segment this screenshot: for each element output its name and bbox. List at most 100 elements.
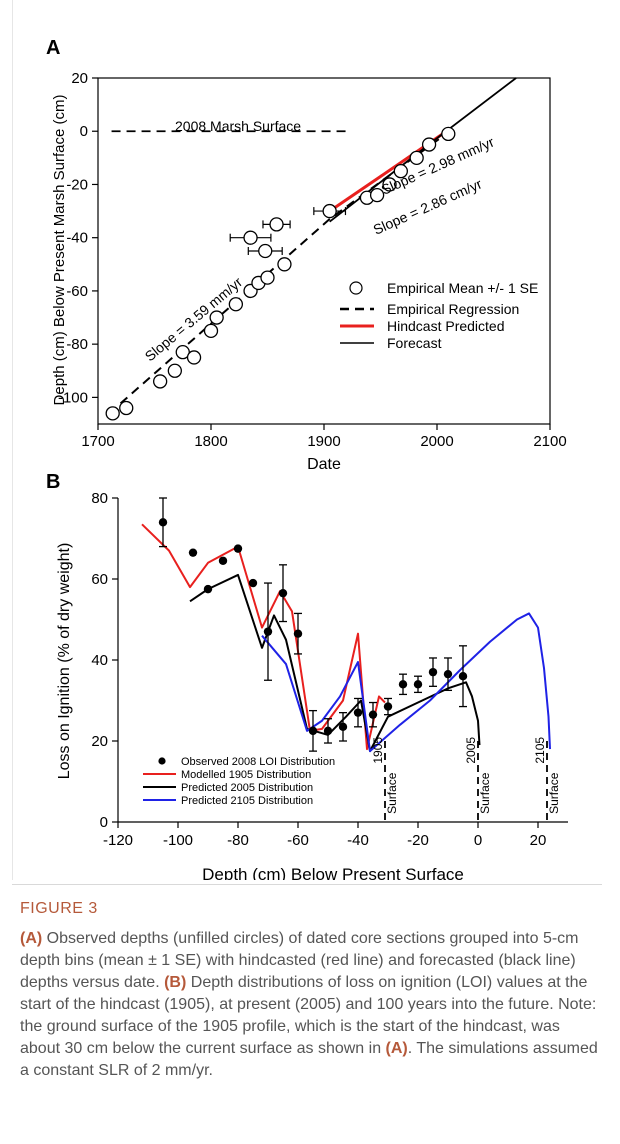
a-ytick-label: -80 <box>66 336 88 353</box>
panel-a-xlabel: Date <box>307 456 341 473</box>
a-xtick-label: 1800 <box>194 433 227 450</box>
panel-b-legend: Observed 2008 LOI Distribution Modelled … <box>143 756 335 807</box>
empirical-mean-point <box>277 257 292 272</box>
observed-loi-point <box>248 578 258 588</box>
figure-left-frame <box>12 0 13 880</box>
panel-b-label: B <box>46 471 60 493</box>
legend-label-1905: Modelled 1905 Distribution <box>181 769 311 781</box>
observed-loi-point <box>293 629 303 638</box>
observed-loi-point <box>368 710 378 719</box>
observed-loi-point <box>443 669 453 679</box>
empirical-mean-point <box>322 203 337 219</box>
caption-ref-b: (B) <box>164 974 187 991</box>
panel-a-legend: Empirical Mean +/- 1 SE Empirical Regres… <box>340 280 538 351</box>
observed-loi-point <box>188 548 198 557</box>
b-xtick-label: 0 <box>474 832 482 849</box>
surface-marker-word: Surface <box>547 772 561 814</box>
observed-loi-point <box>263 627 273 636</box>
empirical-mean-point <box>409 150 424 165</box>
empirical-mean-point <box>269 217 284 232</box>
empirical-mean-point <box>258 243 273 259</box>
a-ytick-label: -20 <box>66 176 88 193</box>
caption-text-b: Depth distributions of loss on ignition … <box>20 974 597 1057</box>
observed-loi-point <box>353 708 363 717</box>
panel-a-label: A <box>46 37 60 59</box>
empirical-mean-point <box>228 297 244 312</box>
a-ytick-label: 20 <box>71 70 88 87</box>
observed-loi-point <box>233 544 243 553</box>
empirical-mean-point <box>167 363 182 378</box>
b-ytick-label: 0 <box>100 814 108 831</box>
b-xtick-label: -60 <box>287 832 309 849</box>
a-ytick-label: 0 <box>80 123 88 140</box>
b-ytick-label: 20 <box>91 733 108 750</box>
b-ytick-label: 80 <box>91 490 108 507</box>
observed-loi-point <box>308 726 318 736</box>
panel-a-points <box>105 126 456 421</box>
empirical-mean-point <box>186 350 202 365</box>
a-ytick-label: -100 <box>58 389 88 406</box>
empirical-mean-point <box>421 137 437 152</box>
figure-canvas: A 1700 1800 1900 2000 2100-100-80-60-40-2002… <box>46 37 568 880</box>
a-ytick-label: -40 <box>66 230 88 247</box>
b-xtick-label: -40 <box>347 832 369 849</box>
empirical-mean-point <box>243 230 258 245</box>
empirical-mean-point <box>369 187 385 203</box>
empirical-mean-point <box>260 270 275 285</box>
observed-loi-point <box>458 672 468 681</box>
caption-divider <box>12 884 602 885</box>
panel-a-lines <box>108 77 517 415</box>
a-xtick-label: 1700 <box>81 433 114 450</box>
series-hindcast-predicted <box>328 132 444 213</box>
empirical-mean-point <box>382 177 397 192</box>
observed-loi-point <box>323 726 333 736</box>
empirical-mean-point <box>119 400 134 416</box>
caption-label: FIGURE 3 <box>20 900 98 917</box>
observed-loi-point <box>398 680 408 689</box>
caption-text-a: Observed depths (unfilled circles) of da… <box>20 930 579 991</box>
b-xtick-label: -100 <box>163 832 193 849</box>
panel-b-points <box>158 497 468 752</box>
panel-b-lines <box>141 523 551 753</box>
observed-loi-point <box>338 722 348 732</box>
empirical-mean-point <box>175 344 190 360</box>
surface-marker-word: Surface <box>478 772 492 814</box>
observed-loi-point <box>428 667 438 677</box>
b-xtick-label: -120 <box>103 832 133 849</box>
series-predicted-2005 <box>189 573 481 753</box>
observed-loi-point <box>218 556 228 565</box>
legend-label-2105: Predicted 2105 Distribution <box>181 795 313 807</box>
observed-loi-point <box>413 680 423 689</box>
caption-ref-a2: (A) <box>385 1040 408 1057</box>
empirical-mean-point <box>209 310 224 325</box>
legend-label-forecast: Forecast <box>387 335 442 351</box>
panel-a-ticks: 1700 1800 1900 2000 2100 -100 -80 -60 -40 -20 0 20 <box>58 70 567 450</box>
series-predicted-2105 <box>261 612 551 753</box>
empirical-mean-point <box>152 374 168 389</box>
legend-label-hindcast: Hindcast Predicted <box>387 318 505 334</box>
panel-a: A 1700 1800 1900 2000 2100 -100 -80 -60 -40 -20 0 2… <box>46 37 567 473</box>
b-xtick-label: -80 <box>227 832 249 849</box>
legend-marker-empirical-mean <box>349 281 363 295</box>
legend-label-empirical-mean: Empirical Mean +/- 1 SE <box>387 280 538 296</box>
caption-text-c: . The simulations assumed a constant SLR… <box>20 1040 598 1079</box>
empirical-mean-point <box>105 406 120 421</box>
surface-marker-year: 2005 <box>464 737 478 764</box>
panel-a-frame <box>97 77 551 425</box>
empirical-mean-point <box>203 323 219 338</box>
legend-label-observed: Observed 2008 LOI Distribution <box>181 756 335 768</box>
observed-loi-point <box>203 584 213 594</box>
b-xtick-label: -20 <box>407 832 429 849</box>
panel-b-ylabel: Loss on Ignition (% of dry weight) <box>56 543 73 780</box>
observed-loi-point <box>383 702 393 711</box>
a-xtick-label: 2100 <box>533 433 566 450</box>
observed-loi-point <box>158 518 168 527</box>
surface-marker-year: 1905 <box>371 737 385 764</box>
caption-ref-a: (A) <box>20 930 43 947</box>
legend-marker-observed <box>158 757 166 765</box>
panel-a-ylabel: Depth (cm) Below Present Marsh Surface (… <box>51 95 68 406</box>
legend-label-regression: Empirical Regression <box>387 301 519 317</box>
marsh-surface-annotation: 2008 Marsh Surface <box>175 118 301 134</box>
